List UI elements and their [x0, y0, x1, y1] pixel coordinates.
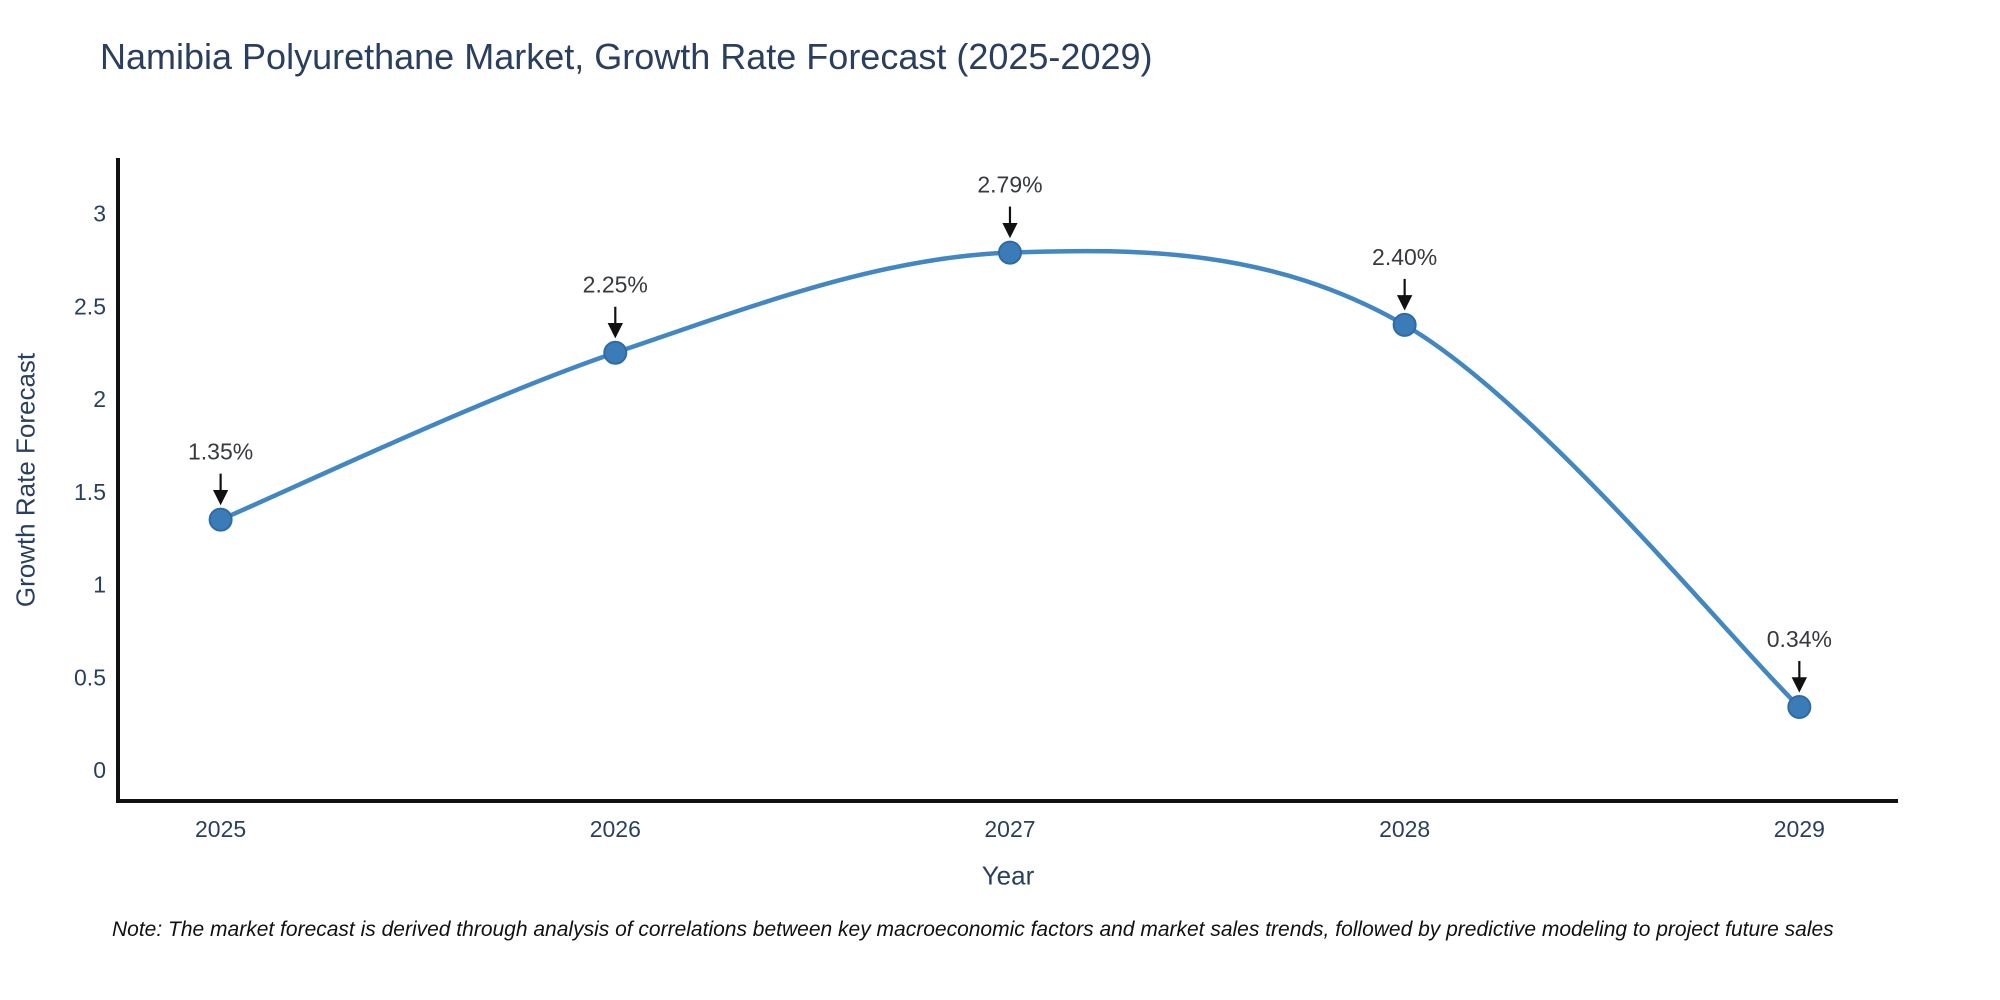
point-annotation: 1.35%: [188, 439, 253, 465]
y-tick-label: 3: [93, 201, 106, 227]
y-tick-label: 0.5: [74, 664, 106, 690]
forecast-series: [208, 240, 1812, 719]
chart-title: Namibia Polyurethane Market, Growth Rate…: [100, 36, 1153, 77]
point-annotation: 2.79%: [977, 172, 1042, 198]
x-tick-label: 2027: [984, 816, 1035, 842]
data-point-marker-2026[interactable]: [603, 340, 628, 365]
x-tick-label: 2029: [1774, 816, 1825, 842]
annotations: 1.35% 2.25% 2.79% 2.40% 0.34%: [188, 172, 1832, 693]
point-annotation: 2.40%: [1372, 244, 1437, 270]
axes: 0 0.5 1 1.5 2 2.5 3 2025 2026 2027 2028 2029: [74, 158, 1898, 842]
x-tick-label: 2028: [1379, 816, 1430, 842]
data-point-marker-2025[interactable]: [208, 507, 233, 532]
y-tick-label: 1: [93, 572, 106, 598]
point-annotation: 2.25%: [583, 272, 648, 298]
x-tick-label: 2026: [590, 816, 641, 842]
note-text: Note: The market forecast is derived thr…: [112, 918, 1834, 941]
data-point-marker-2029[interactable]: [1787, 694, 1812, 719]
x-axis-title: Year: [981, 860, 1035, 891]
y-tick-label: 0: [93, 757, 106, 783]
y-tick-label: 2: [93, 386, 106, 412]
x-tick-label: 2025: [195, 816, 246, 842]
point-annotation: 0.34%: [1767, 626, 1832, 652]
forecast-line: [218, 248, 1802, 710]
data-point-marker-2028[interactable]: [1392, 312, 1417, 337]
y-tick-label: 1.5: [74, 479, 106, 505]
data-point-marker-2027[interactable]: [997, 240, 1022, 265]
y-tick-label: 2.5: [74, 293, 106, 319]
